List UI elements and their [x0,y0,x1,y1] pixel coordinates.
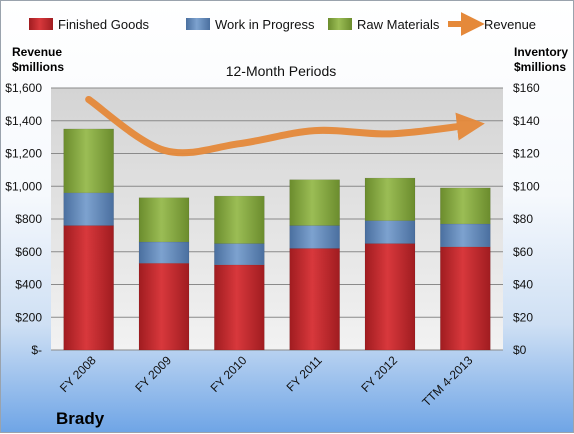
legend: Finished Goods Work in Progress Raw Mate… [29,12,536,36]
legend-label-revenue: Revenue [484,17,536,32]
bar-finished-goods-fy-2009 [138,262,190,351]
x-tick-label: TTM 4-2013 [419,353,475,409]
bar-work-in-progress-fy-2012 [364,220,416,244]
left-tick-label: $1,400 [5,114,42,128]
bar-finished-goods-ttm-4-2013 [440,246,491,351]
legend-swatch-raw-materials [328,18,352,30]
bar-raw-materials-fy-2011 [289,179,340,226]
revenue-line-path [85,95,485,157]
left-tick-label: $800 [15,212,42,226]
right-tick-label: $40 [513,278,533,292]
bar-work-in-progress-ttm-4-2013 [440,223,491,248]
left-tick-label: $1,000 [5,179,42,193]
left-tick-label: $- [31,343,42,357]
legend-label-work-in-progress: Work in Progress [215,17,315,32]
bar-work-in-progress-fy-2010 [214,243,265,266]
bar-work-in-progress-fy-2011 [289,225,340,249]
bar-finished-goods-fy-2011 [289,248,340,351]
right-tick-label: $160 [513,81,540,95]
x-tick-label: FY 2008 [57,353,99,395]
bar-raw-materials-ttm-4-2013 [440,187,491,225]
gridlines [51,87,503,351]
x-tick-label: FY 2012 [358,353,400,395]
bar-finished-goods-fy-2010 [214,264,265,351]
company-name: Brady [56,409,105,428]
left-tick-label: $1,200 [5,147,42,161]
bars [63,128,491,351]
x-tick-label: FY 2011 [284,353,325,394]
bar-finished-goods-fy-2008 [63,225,114,351]
bar-work-in-progress-fy-2009 [138,241,190,264]
bar-raw-materials-fy-2010 [214,195,265,244]
left-tick-label: $200 [15,310,42,324]
right-tick-label: $20 [513,310,533,324]
left-axis-title-line1: Revenue [12,45,62,59]
revenue-line [85,95,485,157]
right-axis-ticks: $0 $20 $40 $60 $80 $100 $120 $140 $160 [513,81,540,357]
right-tick-label: $80 [513,212,533,226]
bar-raw-materials-fy-2009 [138,197,190,243]
bar-raw-materials-fy-2012 [364,177,416,221]
left-tick-label: $1,600 [5,81,42,95]
bar-finished-goods-fy-2012 [364,243,416,351]
bar-raw-materials-fy-2008 [63,128,114,194]
right-axis-title-line2: $millions [514,60,566,74]
bar-work-in-progress-fy-2008 [63,192,114,226]
legend-swatch-work-in-progress [186,18,210,30]
legend-label-finished-goods: Finished Goods [58,17,150,32]
left-axis-title-line2: $millions [12,60,64,74]
right-tick-label: $140 [513,114,540,128]
x-axis-ticks: FY 2008 FY 2009 FY 2010 FY 2011 FY 2012 TTM 4… [57,353,476,409]
left-axis-ticks: $- $200 $400 $600 $800 $1,000 $1,200 $1,400 $1,6… [5,81,42,357]
right-tick-label: $120 [513,147,540,161]
left-tick-label: $600 [15,245,42,259]
right-tick-label: $100 [513,179,540,193]
x-tick-label: FY 2009 [132,353,174,395]
right-tick-label: $0 [513,343,527,357]
legend-swatch-finished-goods [29,18,53,30]
chart-subtitle: 12-Month Periods [226,63,337,79]
right-tick-label: $60 [513,245,533,259]
right-axis-title-line1: Inventory [514,45,568,59]
legend-label-raw-materials: Raw Materials [357,17,440,32]
x-tick-label: FY 2010 [208,353,250,395]
left-tick-label: $400 [15,278,42,292]
